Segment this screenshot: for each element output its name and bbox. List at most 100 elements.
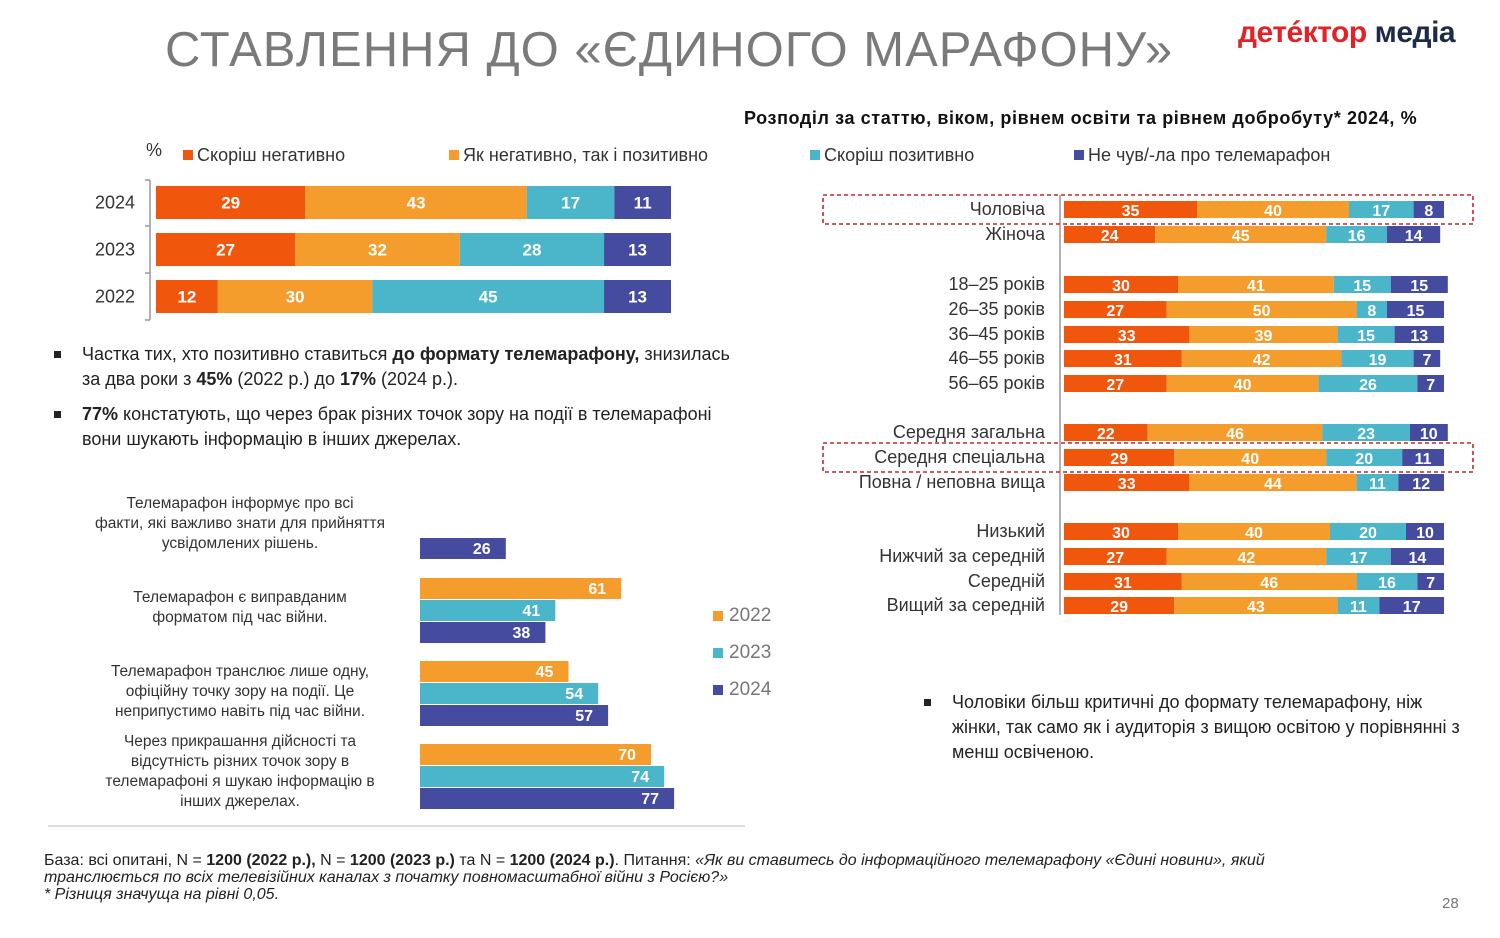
row-label: Середня спеціальна <box>874 447 1046 467</box>
data-label: 30 <box>1112 525 1130 542</box>
bar <box>420 578 622 599</box>
legend-item-neg: Скоріш негативно <box>183 144 345 166</box>
legend-label: 2023 <box>729 642 772 663</box>
bar-segment <box>1181 573 1357 590</box>
data-label: 29 <box>1110 599 1128 616</box>
footer-text-part: та N = <box>454 852 510 869</box>
statement-label: Телемарафон інформує про всі факти, які … <box>95 495 385 552</box>
data-label: 31 <box>1114 575 1132 592</box>
data-label: 7 <box>1422 352 1431 369</box>
data-label: 16 <box>1378 575 1396 592</box>
data-label: 11 <box>1350 599 1367 616</box>
data-label: 7 <box>1426 575 1435 592</box>
bullet-text-part: 17% <box>339 369 376 389</box>
legend-swatch <box>713 611 723 621</box>
data-label: 14 <box>1405 228 1423 245</box>
data-label: 13 <box>1410 328 1428 345</box>
row-label: Повна / неповна вища <box>859 472 1046 492</box>
bar <box>420 538 506 559</box>
bullet-text-part: Частка тих, хто позитивно ставиться <box>82 344 393 364</box>
bar-segment <box>156 233 296 266</box>
legend-item-mixed: Як негативно, так і позитивно <box>449 144 708 166</box>
bar-segment <box>1356 474 1399 491</box>
legend-label: Скоріш негативно <box>197 144 346 165</box>
legend-label: Не чув/-ла про телемарафон <box>1088 144 1331 165</box>
bar-segment <box>1413 201 1444 218</box>
data-label: 30 <box>286 288 305 307</box>
data-label: 27 <box>1106 303 1124 320</box>
bullet-1: Частка тих, хто позитивно ставиться до ф… <box>50 342 740 392</box>
bar-segment <box>1417 573 1444 590</box>
bar-segment <box>1178 276 1334 293</box>
bar <box>420 788 675 809</box>
row-label: Середня загальна <box>893 422 1046 442</box>
bar-segment <box>1064 548 1167 565</box>
bar-segment <box>1337 326 1395 343</box>
statement-label-line: офіційну точку зору на події. Це <box>126 683 354 700</box>
data-label: 74 <box>631 769 649 786</box>
bar-segment <box>1326 548 1391 565</box>
footer-text-part: N = <box>315 852 350 869</box>
data-label: 42 <box>1253 352 1271 369</box>
bar <box>420 705 609 726</box>
data-label: 57 <box>575 708 593 725</box>
legend-swatch <box>183 150 193 160</box>
legend-label: 2022 <box>729 605 772 626</box>
bar <box>420 600 556 621</box>
bullet-2: 77% констатують, що через брак різних то… <box>50 402 740 452</box>
bar-segment <box>156 280 218 313</box>
bullet-text-part: 45% <box>196 369 233 389</box>
data-label: 27 <box>1106 377 1124 394</box>
bar-segment <box>1064 573 1182 590</box>
bar <box>420 744 651 765</box>
bar-segment <box>1147 424 1323 441</box>
data-label: 8 <box>1367 303 1376 320</box>
data-label: 26 <box>473 541 491 558</box>
data-label: 46 <box>1260 575 1278 592</box>
statement-label-line: телемарафоні я шукаю інформацію в <box>105 773 374 790</box>
bar-segment <box>372 280 605 313</box>
row-label: 18–25 років <box>948 274 1045 294</box>
data-label: 28 <box>522 241 541 260</box>
logo-part-2: медіа <box>1374 16 1456 49</box>
bar <box>420 622 546 643</box>
data-label: 15 <box>1353 278 1371 295</box>
data-label: 46 <box>1226 426 1244 443</box>
data-label: 10 <box>1416 525 1434 542</box>
statement-label: Телемарафон транслює лише одну, офіційну… <box>111 663 369 720</box>
data-label: 43 <box>407 194 426 213</box>
bar-segment <box>1166 301 1357 318</box>
legend-swatch <box>1074 150 1084 160</box>
bar-segment <box>1409 424 1448 441</box>
logo-part-1: детéктор <box>1238 16 1367 49</box>
row-label: Вищий за середній <box>887 595 1045 615</box>
bar-segment <box>1178 523 1330 540</box>
legend-swatch <box>713 685 723 695</box>
data-label: 15 <box>1407 303 1425 320</box>
page-title: СТАВЛЕННЯ ДО «ЄДИНОГО МАРАФОНУ» <box>165 23 1174 77</box>
bar-segment <box>1318 375 1418 392</box>
bar-segment <box>1387 301 1444 318</box>
statement-label-line: відсутність різних точок зору в <box>131 753 349 770</box>
legend-swatch <box>810 150 820 160</box>
data-label: 17 <box>561 194 580 213</box>
data-label: 45 <box>536 664 554 681</box>
bar-segment <box>1064 424 1148 441</box>
category-label: 2022 <box>95 287 135 307</box>
bar-segment <box>305 186 527 219</box>
data-label: 50 <box>1253 303 1271 320</box>
year-legend-2022: 2022 <box>713 605 771 627</box>
bar-segment <box>1326 226 1387 243</box>
bar-segment <box>1064 201 1197 218</box>
legend-label: Як негативно, так і позитивно <box>463 144 709 165</box>
row-label: Чоловіча <box>970 199 1046 219</box>
bar-segment <box>1387 226 1441 243</box>
bar-segment <box>1064 301 1167 318</box>
category-label: 2023 <box>95 240 135 260</box>
data-label: 33 <box>1118 328 1136 345</box>
bullet-text-part: констатують, що через брак різних точок … <box>82 404 712 449</box>
statement-label: Телемарафон є виправданим форматом під ч… <box>133 589 346 626</box>
data-label: 7 <box>1426 377 1435 394</box>
bar <box>420 661 569 682</box>
bar-segment <box>1341 350 1414 367</box>
